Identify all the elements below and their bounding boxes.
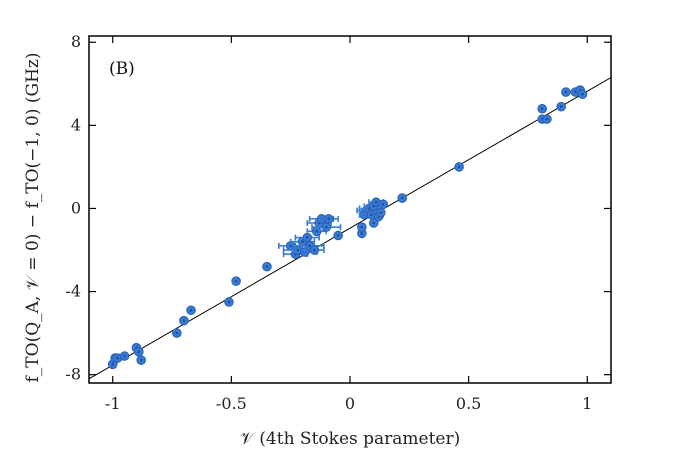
data-point-center [540,107,544,111]
data-point-center [360,232,364,235]
y-axis-title: f_TO(Q_A, 𝒱 = 0) − f_TO(−1, 0) (GHz) [23,53,43,383]
data-point-center [336,234,340,237]
data-point-center [564,90,568,94]
x-tick-label: 1 [582,394,592,413]
data-point-center [296,248,300,252]
data-point-center [139,358,143,362]
y-tick-label: -4 [65,282,81,301]
y-tick-label: -8 [65,365,81,384]
data-point-center [324,225,328,229]
data-point-center [360,225,364,229]
data-point-center [400,196,404,200]
data-point-center [289,244,292,248]
data-point-center [370,213,373,216]
data-point-center [313,248,316,252]
ticks-layer: -1 -0.5 0 0.5 1 -8 -4 0 4 8 [65,32,611,413]
data-point-center [457,165,461,169]
data-point-center [559,105,563,108]
data-point-center [227,300,231,304]
data-point-center [545,117,549,121]
data-point-center [327,217,330,221]
data-point-center [123,354,126,358]
data-point-center [308,244,311,248]
plot-frame [88,35,612,384]
data-point-center [381,203,385,206]
data-point-center [189,308,193,312]
panel-label: (B) [109,59,135,79]
data-point-center [301,240,304,244]
x-axis-title: 𝒱 (4th Stokes parameter) [240,429,461,449]
data-point-center [372,221,376,225]
x-tick-label: 0 [345,394,355,413]
y-tick-label: 8 [71,32,81,51]
fit-line-layer [89,77,611,380]
data-point-center [315,230,319,233]
data-point-center [234,279,238,283]
data-point-center [379,211,383,214]
data-point-center [581,92,584,96]
data-point-center [137,350,141,354]
x-tick-label: 0.5 [456,394,481,413]
data-point-center [374,200,378,204]
data-points-layer [107,85,588,370]
fit-line [89,77,611,380]
data-point-center [305,236,309,239]
data-point-center [265,265,269,268]
data-point-center [175,331,179,335]
y-tick-label: 0 [71,198,81,217]
y-tick-label: 4 [71,115,81,134]
data-point-center [116,356,119,360]
data-point-center [111,362,115,366]
data-point-center [182,319,186,322]
x-tick-label: -1 [105,394,121,413]
x-tick-label: -0.5 [216,394,247,413]
